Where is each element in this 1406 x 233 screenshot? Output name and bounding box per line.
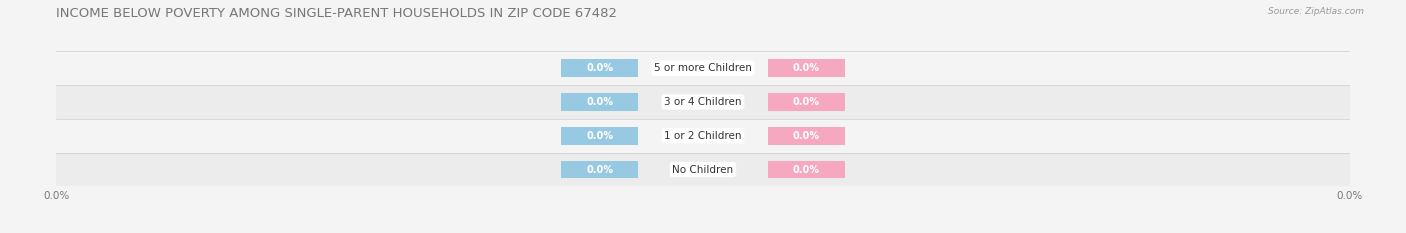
Bar [561,127,638,144]
Bar [768,59,845,77]
Text: 1 or 2 Children: 1 or 2 Children [664,131,742,141]
Text: 0.0%: 0.0% [793,63,820,73]
Bar [56,153,1350,186]
Text: 0.0%: 0.0% [586,63,613,73]
Text: 0.0%: 0.0% [586,97,613,107]
Bar [56,51,1350,85]
Text: Source: ZipAtlas.com: Source: ZipAtlas.com [1268,7,1364,16]
Bar [561,161,638,178]
Text: 0.0%: 0.0% [586,164,613,175]
Bar [561,93,638,111]
Text: INCOME BELOW POVERTY AMONG SINGLE-PARENT HOUSEHOLDS IN ZIP CODE 67482: INCOME BELOW POVERTY AMONG SINGLE-PARENT… [56,7,617,20]
Text: 0.0%: 0.0% [793,131,820,141]
Bar [56,85,1350,119]
Bar [561,59,638,77]
Bar [768,93,845,111]
Bar [56,119,1350,153]
Text: 3 or 4 Children: 3 or 4 Children [664,97,742,107]
Bar [768,161,845,178]
Text: 0.0%: 0.0% [586,131,613,141]
Text: No Children: No Children [672,164,734,175]
Text: 0.0%: 0.0% [793,97,820,107]
Text: 0.0%: 0.0% [793,164,820,175]
Text: 5 or more Children: 5 or more Children [654,63,752,73]
Bar [768,127,845,144]
